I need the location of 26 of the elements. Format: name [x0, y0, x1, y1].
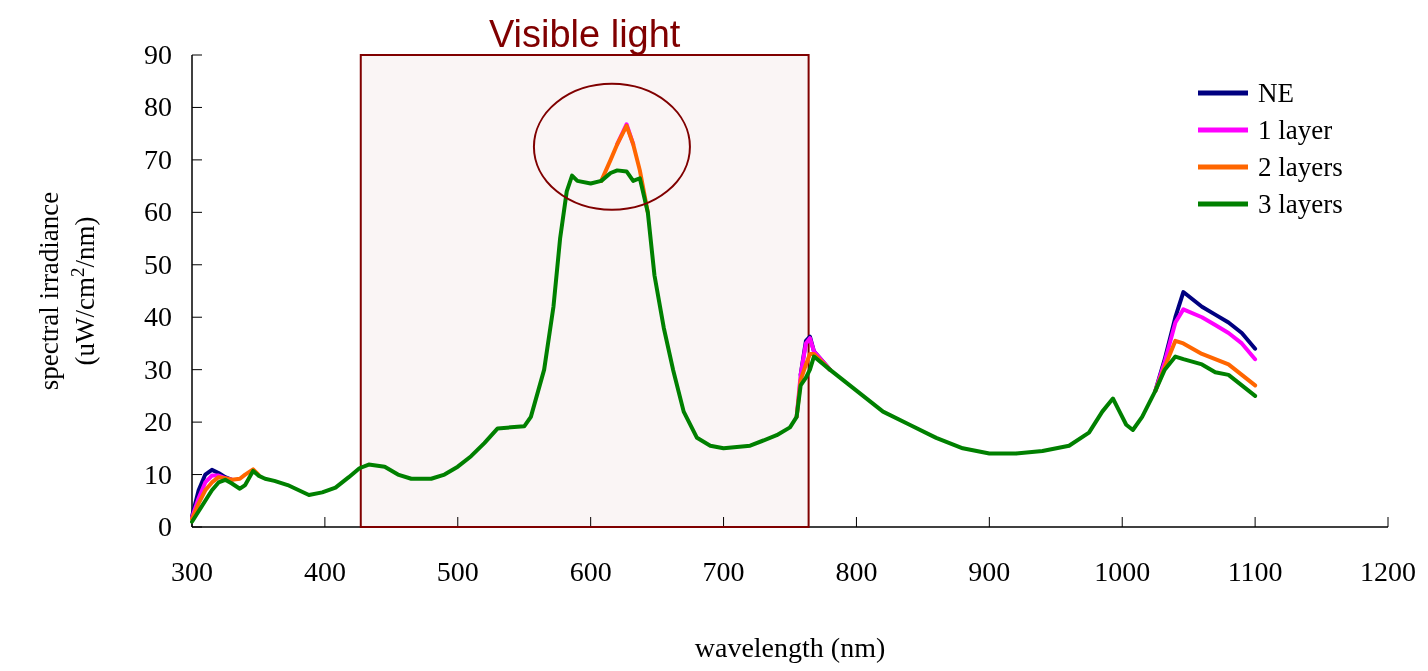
y-tick-label: 30	[144, 353, 172, 385]
y-tick-label: 0	[158, 511, 172, 542]
y-tick-label: 10	[144, 458, 172, 490]
legend-label: 3 layers	[1258, 189, 1343, 219]
legend-label: 2 layers	[1258, 152, 1343, 182]
legend-label: 1 layer	[1258, 115, 1333, 145]
x-tick-label: 900	[968, 556, 1011, 587]
y-tick-label: 60	[144, 196, 172, 228]
y-tick-label: 40	[144, 301, 172, 333]
band-label: Visible light	[488, 13, 681, 55]
x-tick-label: 700	[702, 556, 745, 587]
x-tick-label: 1000	[1094, 556, 1151, 587]
x-tick-label: 400	[303, 556, 346, 587]
x-tick-label: 800	[835, 556, 878, 587]
y-tick-label: 80	[144, 91, 172, 123]
x-axis-title: wavelength (nm)	[694, 632, 886, 663]
y-tick-label: 90	[144, 39, 172, 70]
y-tick-label: 20	[144, 406, 172, 438]
x-tick-label: 300	[171, 556, 213, 587]
x-tick-label: 500	[436, 556, 479, 587]
legend-label: NE	[1258, 78, 1294, 108]
x-tick-label: 1200	[1360, 556, 1416, 587]
x-tick-label: 600	[569, 556, 612, 587]
x-tick-label: 1100	[1227, 556, 1283, 587]
y-tick-label: 70	[144, 143, 172, 175]
y-tick-label: 50	[144, 248, 172, 280]
